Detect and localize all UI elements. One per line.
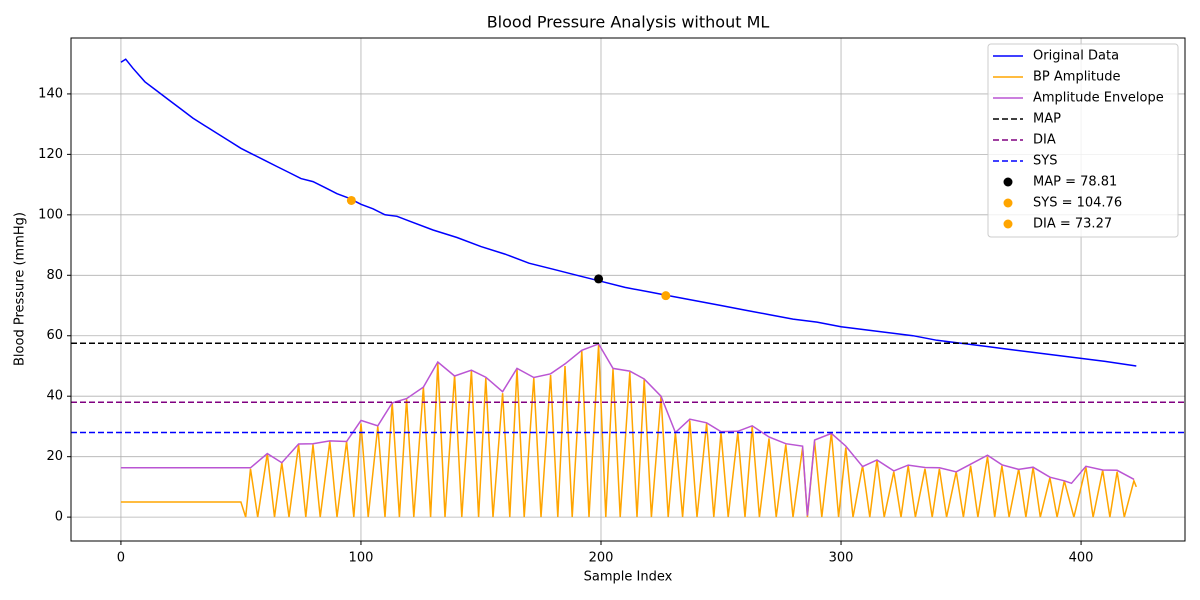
x-tick-label: 200 — [589, 551, 614, 566]
legend-label: SYS — [1033, 154, 1057, 169]
y-tick-label: 60 — [46, 328, 63, 343]
data-line — [120, 342, 1135, 516]
legend-marker — [1003, 219, 1013, 229]
legend-label: DIA — [1033, 133, 1056, 148]
x-tick-label: 0 — [117, 551, 125, 566]
legend: Original Data BP Amplitude Amplitude Envel… — [987, 43, 1179, 238]
legend-label: Amplitude Envelope — [1033, 91, 1164, 106]
point — [661, 291, 671, 301]
y-tick-label: 80 — [46, 268, 63, 283]
legend-label: DIA = 73.27 — [1033, 217, 1112, 232]
data-line — [120, 58, 1137, 367]
y-tick-label: 40 — [46, 389, 63, 404]
legend-label: MAP — [1033, 112, 1061, 127]
chart-title: Blood Pressure Analysis without ML — [487, 13, 770, 32]
y-axis-label: Blood Pressure (mmHg) — [13, 212, 28, 366]
x-tick-label: 300 — [829, 551, 854, 566]
marks — [71, 58, 1185, 518]
legend-box — [987, 43, 1179, 238]
legend-marker — [1003, 198, 1013, 208]
y-tick-label: 100 — [38, 207, 63, 222]
y-tick-label: 20 — [46, 449, 63, 464]
point — [594, 274, 604, 284]
y-tick-label: 0 — [55, 510, 63, 525]
point — [346, 195, 356, 205]
legend-label: SYS = 104.76 — [1033, 196, 1122, 211]
legend-label: Original Data — [1033, 49, 1119, 64]
legend-label: BP Amplitude — [1033, 70, 1121, 85]
y-tick-label: 140 — [38, 86, 63, 101]
plot-frame — [70, 37, 1186, 542]
legend-label: MAP = 78.81 — [1033, 175, 1117, 190]
legend-marker — [1003, 177, 1013, 187]
y-tick-label: 120 — [38, 147, 63, 162]
x-tick-label: 400 — [1069, 551, 1094, 566]
x-tick-label: 100 — [349, 551, 374, 566]
x-axis-label: Sample Index — [584, 570, 673, 585]
data-line — [120, 344, 1137, 518]
